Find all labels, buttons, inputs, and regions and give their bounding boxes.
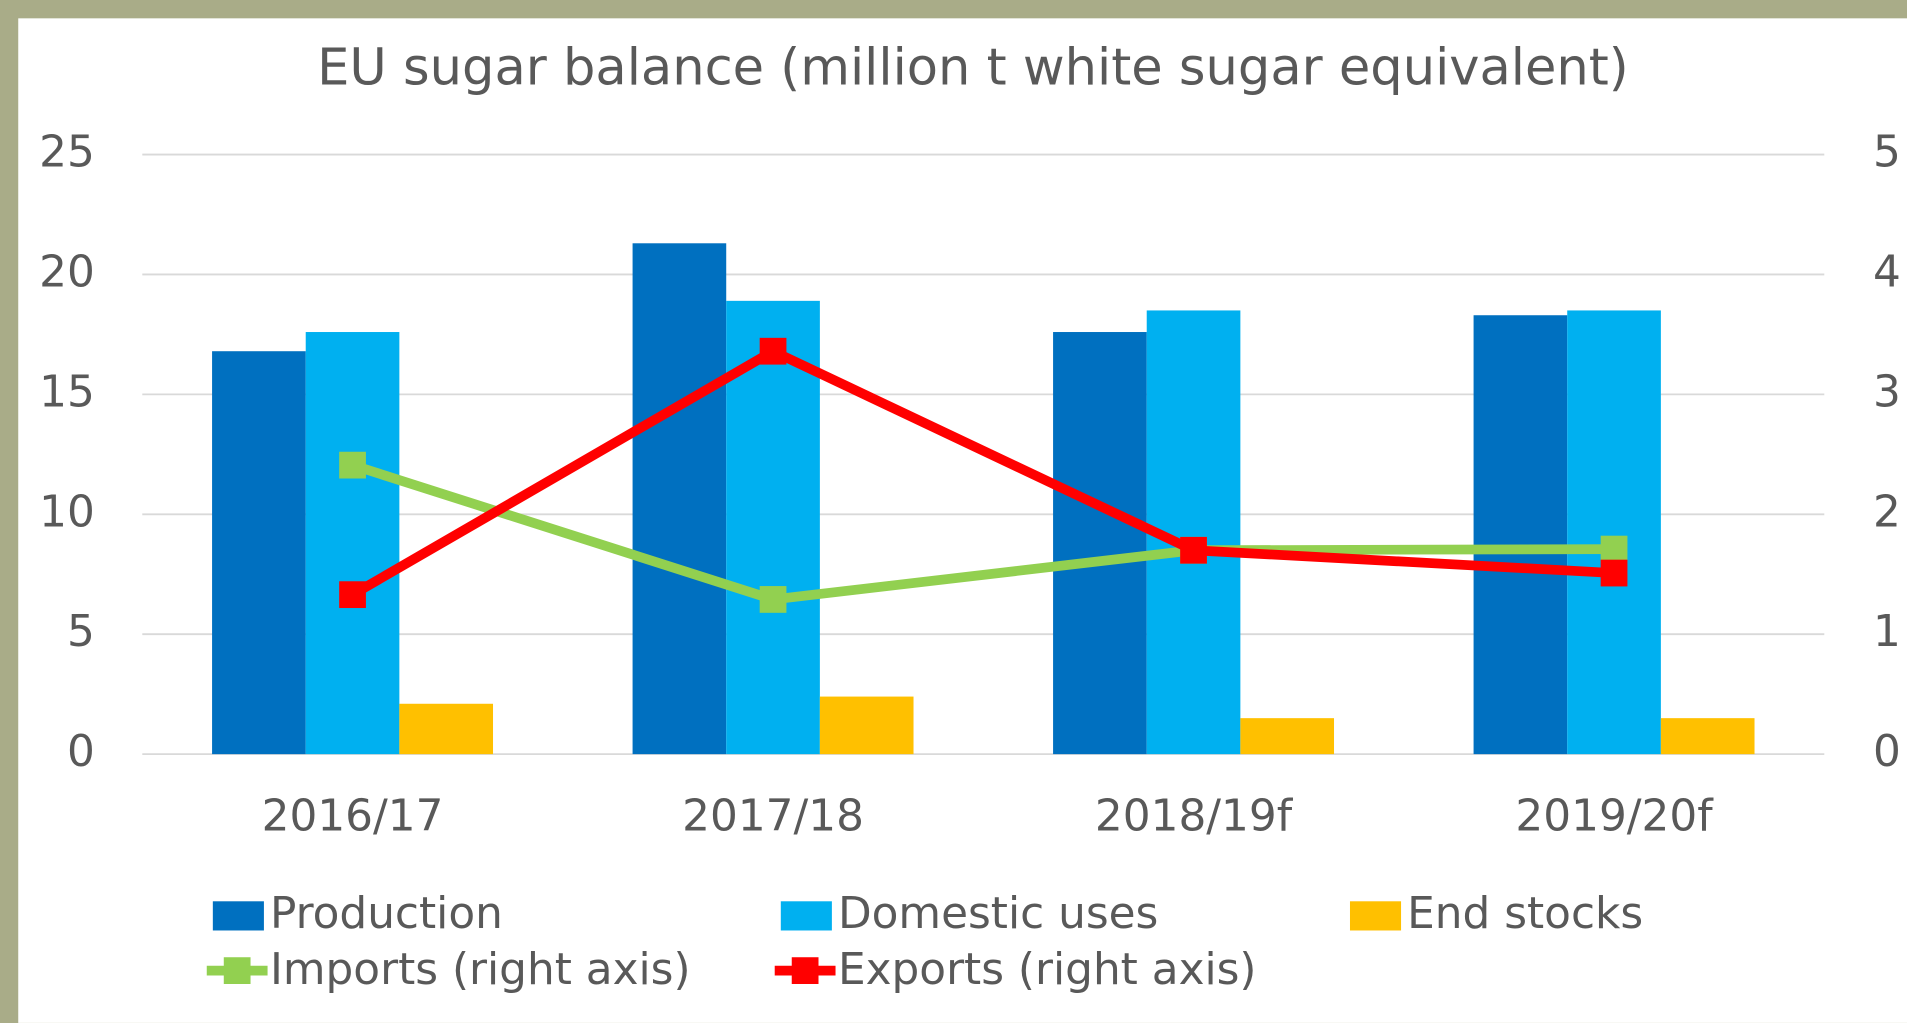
x-tick-label: 2019/20f (1515, 791, 1714, 842)
legend-marker (791, 957, 819, 984)
y2-tick-label: 4 (1873, 246, 1901, 297)
line-series (351, 460, 1615, 605)
legend-label: Exports (right axis) (838, 944, 1257, 995)
y-tick-label: 10 (39, 486, 95, 537)
bar (819, 696, 914, 755)
line-marker (1600, 535, 1628, 563)
legend-label: Imports (right axis) (270, 944, 691, 995)
line-marker (759, 337, 787, 365)
line-marker (1600, 559, 1628, 587)
legend-label: Production (270, 888, 503, 939)
y2-tick-label: 1 (1873, 606, 1901, 657)
y2-tick-label: 3 (1873, 366, 1901, 417)
line-marker (339, 581, 366, 609)
x-tick-label: 2017/18 (682, 791, 864, 842)
y-tick-label: 15 (39, 366, 95, 417)
y2-tick-label: 2 (1873, 486, 1901, 537)
legend-swatch (780, 901, 832, 931)
bar (726, 300, 820, 755)
bar (399, 703, 494, 755)
legend-swatch (1349, 901, 1402, 931)
bar (1473, 315, 1568, 755)
legend-label: Domestic uses (838, 888, 1158, 939)
y2-tick-label: 0 (1873, 726, 1901, 777)
y-tick-label: 5 (67, 606, 95, 657)
x-tick-label: 2016/17 (262, 791, 444, 842)
legend-swatch (212, 901, 264, 931)
bar (632, 243, 727, 755)
bar (305, 332, 400, 755)
legend-label: End stocks (1407, 888, 1643, 939)
y2-tick-label: 5 (1873, 127, 1901, 178)
bar (1660, 718, 1755, 755)
line-series (350, 345, 1615, 599)
x-tick-label: 2018/19f (1095, 791, 1294, 842)
chart-title: EU sugar balance (million t white sugar … (317, 39, 1629, 98)
bar (1053, 332, 1147, 755)
bar (1240, 718, 1335, 755)
line-marker (339, 451, 366, 479)
line-marker (759, 586, 787, 613)
y-tick-label: 25 (39, 127, 95, 178)
bar (212, 351, 306, 755)
legend-marker (223, 957, 251, 984)
y-tick-label: 0 (67, 726, 95, 777)
y-tick-label: 20 (39, 246, 95, 297)
line-marker (1180, 536, 1207, 564)
bar (1567, 310, 1661, 755)
